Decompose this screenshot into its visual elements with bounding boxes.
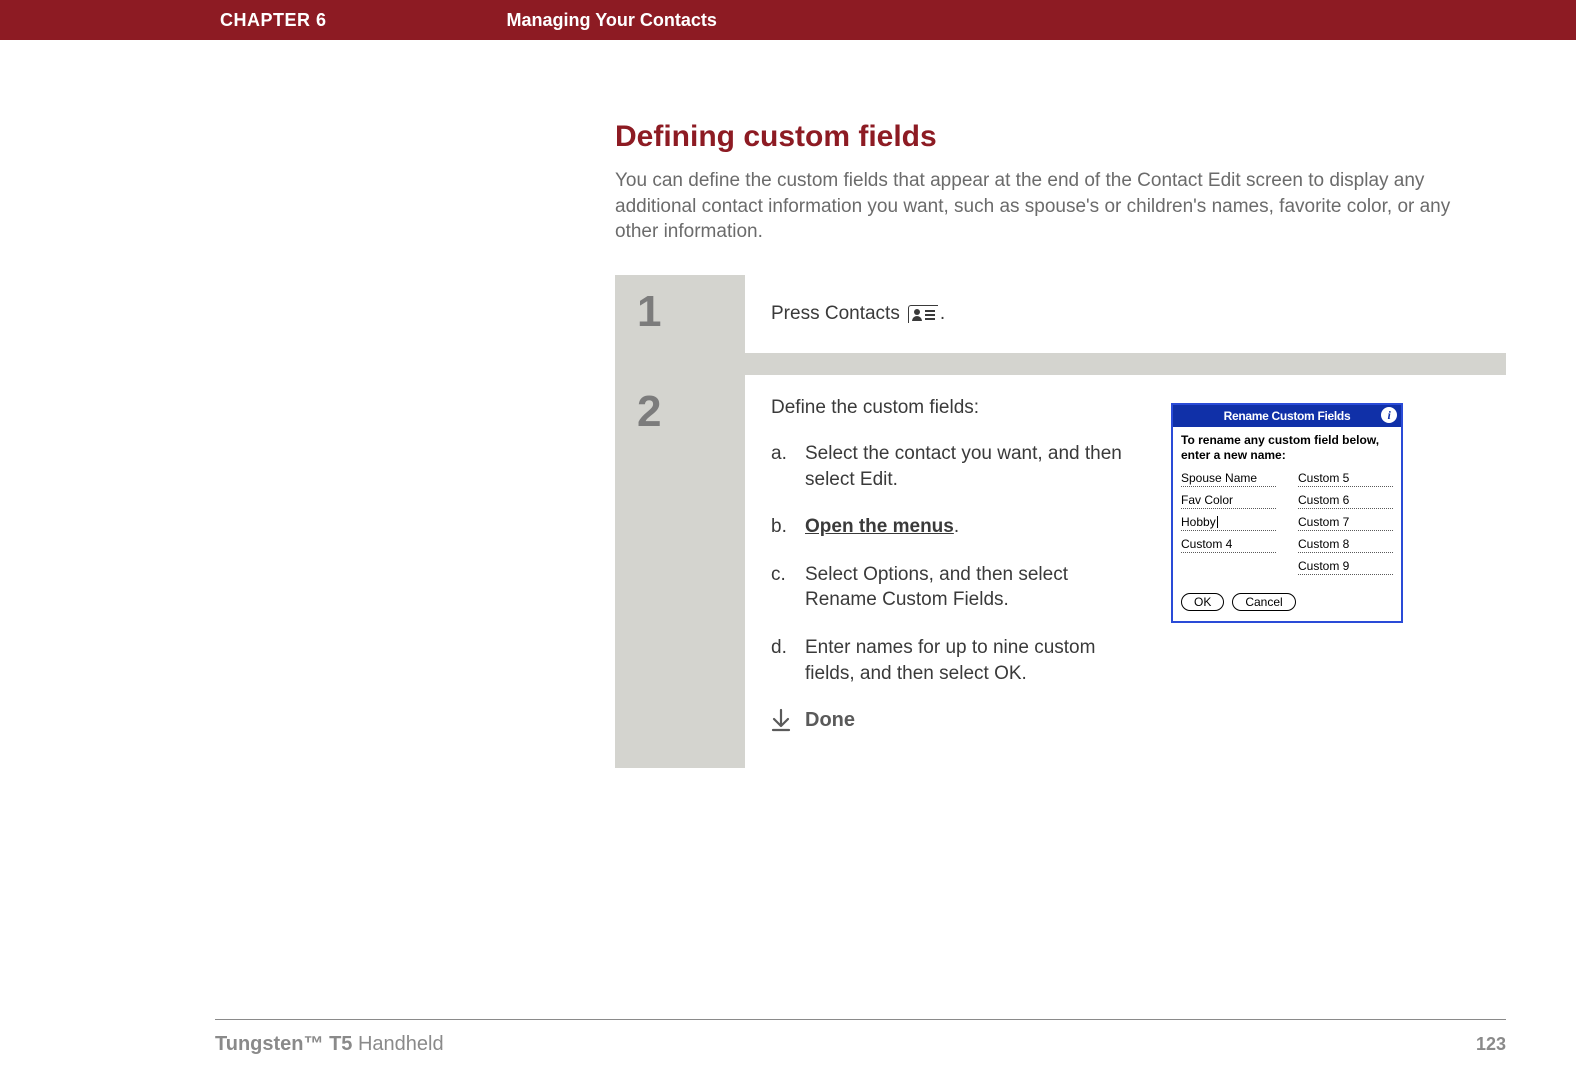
instruction-column: Define the custom fields: a. Select the … [771,397,1131,732]
substep-text: Open the menus. [805,514,959,540]
palm-field[interactable]: Fav Color [1181,493,1276,509]
done-label: Done [805,709,855,732]
palm-field[interactable]: Hobby [1181,515,1276,531]
step-2: 2 Define the custom fields: a. Select th… [615,375,1506,768]
palm-field-value: Custom 7 [1298,515,1349,529]
substep-list: a. Select the contact you want, and then… [771,441,1131,686]
palm-field-value: Custom 4 [1181,537,1232,551]
substep-letter: a. [771,441,791,492]
palm-field-value: Fav Color [1181,493,1233,507]
footer-rule [215,1019,1506,1020]
palm-field[interactable]: Custom 9 [1298,559,1393,575]
substep-text: Select the contact you want, and then se… [805,441,1131,492]
substep-b: b. Open the menus. [771,514,1131,540]
palm-titlebar: Rename Custom Fields i [1173,405,1401,427]
step-number: 2 [615,375,745,768]
product-light: Handheld [352,1033,443,1055]
palm-field-value: Custom 8 [1298,537,1349,551]
palm-field[interactable]: Custom 6 [1298,493,1393,509]
substep-text: Enter names for up to nine custom fields… [805,635,1131,686]
palm-field-value: Custom 6 [1298,493,1349,507]
palm-title: Rename Custom Fields [1224,409,1351,423]
palm-right-column: Custom 5 Custom 6 Custom 7 Custom 8 Cust… [1298,471,1393,575]
step-1-text-before: Press Contacts [771,303,900,325]
palm-body: To rename any custom field below, enter … [1173,427,1401,621]
contacts-icon [908,305,938,323]
step-body: Define the custom fields: a. Select the … [745,375,1506,768]
section-intro: You can define the custom fields that ap… [615,168,1495,245]
palm-field-columns: Spouse Name Fav Color Hobby Custom 4 Cus… [1181,471,1393,575]
step-2-lead: Define the custom fields: [771,397,1131,419]
chapter-label: CHAPTER 6 [220,10,327,31]
palm-field[interactable]: Spouse Name [1181,471,1276,487]
palm-field-value: Hobby [1181,515,1216,529]
substep-letter: b. [771,514,791,540]
step-1-text: Press Contacts . [771,303,1480,325]
palm-field[interactable]: Custom 8 [1298,537,1393,553]
substep-letter: d. [771,635,791,686]
page: CHAPTER 6 Managing Your Contacts Definin… [0,0,1576,1080]
steps-box: 1 Press Contacts . 2 Def [615,275,1506,768]
palm-field-value: Spouse Name [1181,471,1257,485]
palm-left-column: Spouse Name Fav Color Hobby Custom 4 [1181,471,1276,575]
section-heading: Defining custom fields [615,120,1506,154]
content-column: Defining custom fields You can define th… [615,120,1506,768]
palm-field-value: Custom 5 [1298,471,1349,485]
product-bold: Tungsten™ T5 [215,1033,352,1055]
product-name: Tungsten™ T5 Handheld [215,1033,444,1056]
page-number: 123 [1476,1034,1506,1055]
palm-instruction: To rename any custom field below, enter … [1181,433,1393,463]
palm-field[interactable]: Custom 4 [1181,537,1276,553]
step-body: Press Contacts . [745,275,1506,353]
screenshot-column: Rename Custom Fields i To rename any cus… [1171,397,1421,732]
chapter-banner: CHAPTER 6 Managing Your Contacts [0,0,1576,40]
palm-field[interactable]: Custom 7 [1298,515,1393,531]
substep-a: a. Select the contact you want, and then… [771,441,1131,492]
step-1-text-after: . [940,303,945,325]
palm-dialog: Rename Custom Fields i To rename any cus… [1171,403,1403,623]
open-menus-link[interactable]: Open the menus [805,516,954,537]
substep-text: Select Options, and then select Rename C… [805,562,1131,613]
chapter-title: Managing Your Contacts [507,10,717,31]
done-row: Done [771,708,1131,732]
info-icon[interactable]: i [1381,407,1397,423]
palm-field[interactable]: Custom 5 [1298,471,1393,487]
substep-d: d. Enter names for up to nine custom fie… [771,635,1131,686]
cancel-button[interactable]: Cancel [1232,593,1295,611]
ok-button[interactable]: OK [1181,593,1224,611]
done-arrow-icon [771,708,791,732]
step-number: 1 [615,275,745,353]
substep-c: c. Select Options, and then select Renam… [771,562,1131,613]
palm-field-value: Custom 9 [1298,559,1349,573]
text-cursor [1217,516,1218,528]
palm-button-row: OK Cancel [1181,593,1393,611]
step-1: 1 Press Contacts . [615,275,1506,353]
footer: Tungsten™ T5 Handheld 123 [215,1033,1506,1056]
substep-text-after: . [954,516,959,537]
substep-letter: c. [771,562,791,613]
